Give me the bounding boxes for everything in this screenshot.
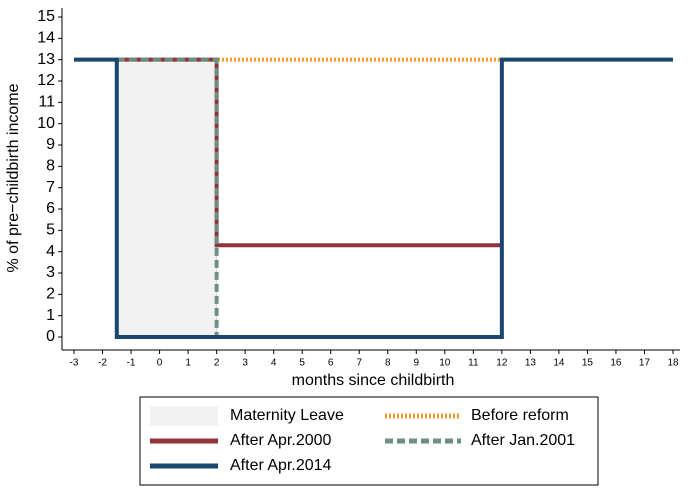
y-tick-label: 11 [38,94,55,111]
y-tick-label: 6 [46,200,55,217]
legend-label: Maternity Leave [230,407,344,424]
x-tick-label: -1 [127,358,136,369]
x-tick-label: 17 [639,358,651,369]
line [74,57,673,339]
y-tick-label: 5 [46,222,55,239]
legend-label: After Apr.2014 [230,457,332,474]
x-tick-label: 15 [582,358,594,369]
legend-label: Before reform [471,407,569,424]
y-tick-label: 3 [46,264,55,281]
x-tick-label: 14 [553,358,565,369]
y-tick-label: 12 [37,72,55,89]
x-tick-label: 4 [271,358,277,369]
x-tick-label: -2 [98,358,107,369]
x-tick-label: 12 [496,358,508,369]
y-tick-label: 8 [46,158,55,175]
x-tick-label: 1 [185,358,191,369]
area [116,59,218,338]
x-tick-label: 8 [385,358,391,369]
x-tick-label: 6 [328,358,334,369]
x-tick-label: 3 [242,358,248,369]
x-tick-label: 13 [525,358,537,369]
x-tick-label: -3 [70,358,79,369]
legend-swatch [150,406,218,426]
legend-label: After Apr.2000 [230,432,332,449]
y-tick-label: 14 [37,30,55,47]
x-tick-label: 18 [667,358,679,369]
y-tick-label: 10 [37,115,55,132]
y-tick-label: 0 [46,328,55,345]
x-tick-label: 0 [157,358,163,369]
legend-label: After Jan.2001 [471,432,575,449]
x-tick-label: 2 [214,358,220,369]
x-tick-label: 9 [414,358,420,369]
y-tick-label: 1 [46,307,55,324]
y-tick-label: 2 [46,286,55,303]
x-tick-label: 7 [356,358,362,369]
y-tick-label: 7 [46,179,55,196]
line [116,57,219,337]
x-tick-label: 16 [610,358,622,369]
x-axis-label: months since childbirth [292,372,455,389]
x-tick-label: 11 [468,358,479,369]
x-tick-label: 5 [299,358,305,369]
y-tick-label: 9 [46,136,55,153]
y-tick-label: 4 [46,243,55,260]
y-tick-label: 15 [37,8,55,25]
x-tick-label: 10 [439,358,451,369]
y-axis-label: % of pre−childbirth income [5,83,22,272]
y-tick-label: 13 [37,51,55,68]
